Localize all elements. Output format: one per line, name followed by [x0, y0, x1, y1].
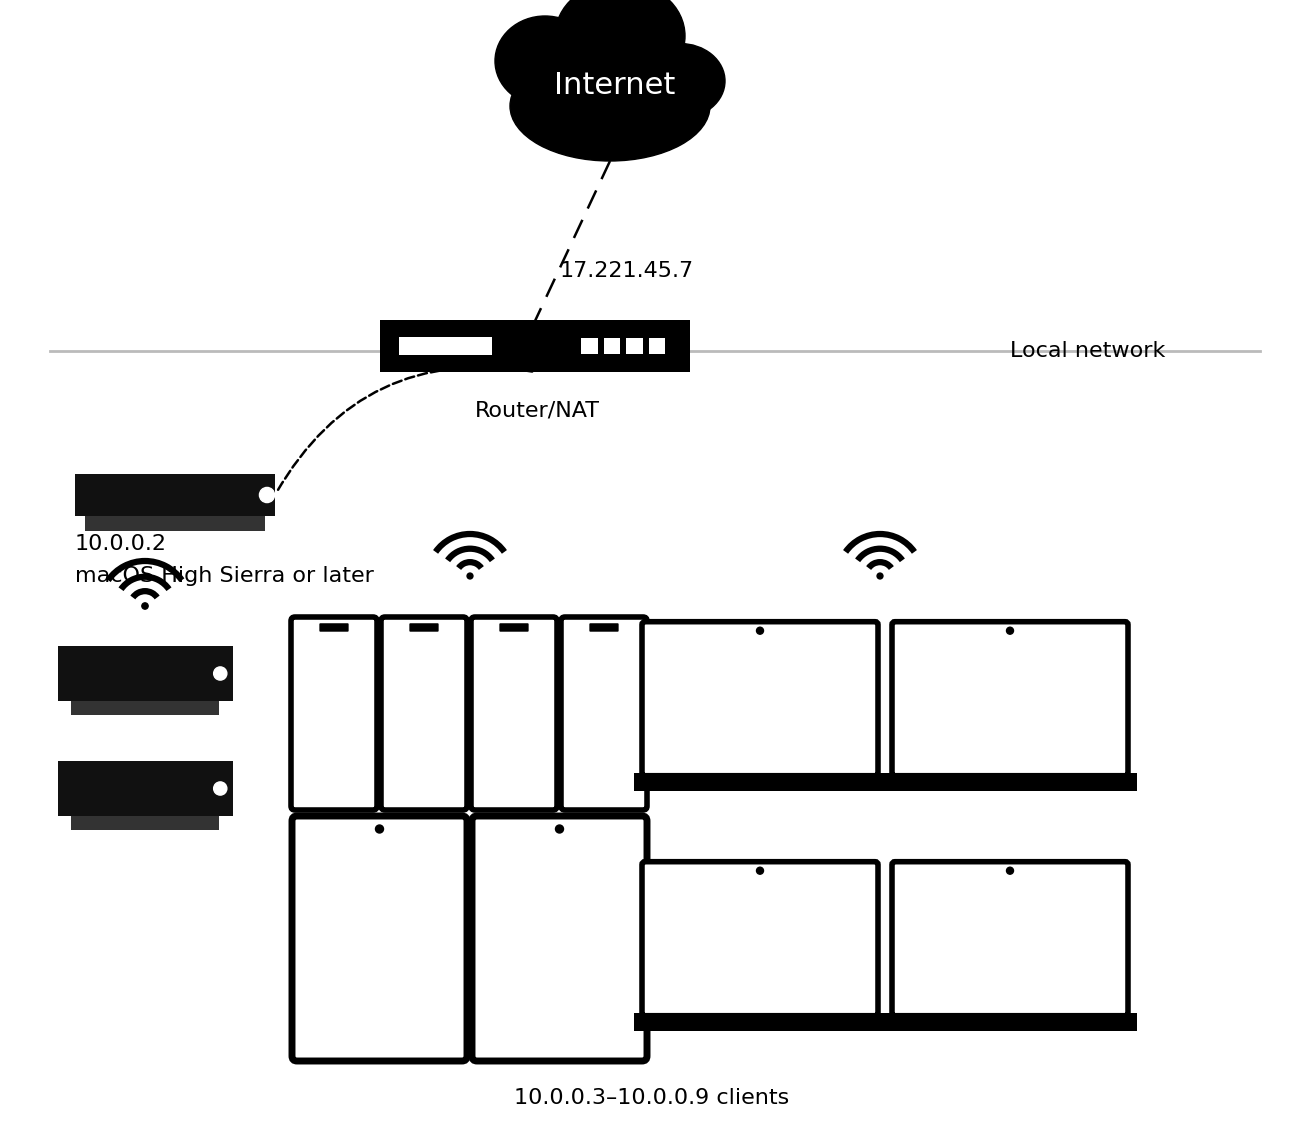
- FancyBboxPatch shape: [562, 617, 648, 810]
- FancyBboxPatch shape: [642, 862, 878, 1016]
- Circle shape: [214, 782, 227, 795]
- Text: Router/NAT: Router/NAT: [476, 401, 599, 421]
- FancyBboxPatch shape: [399, 337, 491, 356]
- FancyBboxPatch shape: [893, 621, 1128, 776]
- Circle shape: [259, 487, 275, 502]
- FancyBboxPatch shape: [70, 816, 219, 829]
- Circle shape: [214, 667, 227, 680]
- FancyBboxPatch shape: [380, 617, 466, 810]
- Circle shape: [757, 627, 764, 634]
- FancyBboxPatch shape: [470, 617, 556, 810]
- FancyBboxPatch shape: [57, 646, 232, 701]
- FancyBboxPatch shape: [85, 516, 265, 531]
- FancyBboxPatch shape: [589, 624, 619, 632]
- Ellipse shape: [495, 16, 595, 106]
- Circle shape: [1006, 867, 1014, 875]
- FancyBboxPatch shape: [76, 474, 275, 516]
- FancyBboxPatch shape: [627, 337, 642, 354]
- FancyBboxPatch shape: [649, 337, 666, 354]
- FancyBboxPatch shape: [633, 772, 886, 791]
- FancyBboxPatch shape: [893, 862, 1128, 1016]
- Ellipse shape: [555, 0, 685, 91]
- FancyBboxPatch shape: [291, 617, 377, 810]
- FancyBboxPatch shape: [472, 816, 648, 1061]
- Circle shape: [1006, 627, 1014, 634]
- FancyBboxPatch shape: [70, 701, 219, 715]
- Text: 10.0.0.3–10.0.0.9 clients: 10.0.0.3–10.0.0.9 clients: [513, 1088, 790, 1108]
- FancyBboxPatch shape: [409, 624, 439, 632]
- Text: 10.0.0.2: 10.0.0.2: [76, 534, 167, 554]
- FancyBboxPatch shape: [603, 337, 620, 354]
- Circle shape: [555, 825, 563, 833]
- Circle shape: [757, 867, 764, 875]
- Circle shape: [375, 825, 383, 833]
- Circle shape: [466, 573, 473, 579]
- Ellipse shape: [635, 43, 724, 118]
- FancyBboxPatch shape: [319, 624, 349, 632]
- FancyBboxPatch shape: [380, 320, 691, 371]
- Text: macOS High Sierra or later: macOS High Sierra or later: [76, 566, 374, 586]
- Text: Local network: Local network: [1010, 341, 1165, 361]
- FancyBboxPatch shape: [642, 621, 878, 776]
- FancyBboxPatch shape: [633, 1012, 886, 1031]
- FancyBboxPatch shape: [292, 816, 466, 1061]
- Circle shape: [142, 603, 149, 609]
- Text: 17.221.45.7: 17.221.45.7: [560, 261, 694, 281]
- FancyBboxPatch shape: [57, 761, 232, 816]
- FancyBboxPatch shape: [499, 624, 529, 632]
- Ellipse shape: [509, 51, 710, 161]
- FancyBboxPatch shape: [883, 1012, 1136, 1031]
- FancyArrowPatch shape: [276, 367, 532, 493]
- Text: Internet: Internet: [554, 72, 676, 100]
- FancyBboxPatch shape: [581, 337, 598, 354]
- FancyBboxPatch shape: [883, 772, 1136, 791]
- Circle shape: [877, 573, 883, 579]
